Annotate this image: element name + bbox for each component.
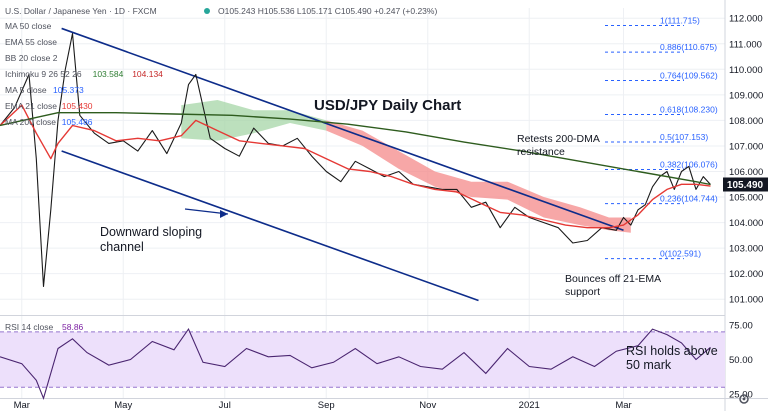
indicator-value: 105.373 — [53, 85, 84, 95]
channel-lower-line — [61, 150, 479, 302]
rsi-tick-label: 75.00 — [729, 320, 753, 331]
annotation-rsi-line-2: 50 mark — [626, 358, 672, 372]
price-tick-label: 102.000 — [729, 269, 763, 280]
price-tick-label: 105.000 — [729, 193, 763, 204]
price-tick-label: 103.000 — [729, 244, 763, 255]
rsi-line — [0, 327, 711, 400]
time-tick-label: Jul — [219, 400, 231, 411]
price-axis[interactable]: 101.000 102.000 103.000 104.000 105.000 106.0… — [724, 0, 763, 411]
time-tick-label: Mar — [615, 400, 631, 411]
price-tick-label: 101.000 — [729, 295, 763, 306]
fib-label: 0.886(110.675) — [660, 42, 717, 52]
channel-arrow-head-icon — [220, 210, 228, 218]
indicator-value: 105.486 — [62, 117, 93, 127]
price-tick-label: 109.000 — [729, 90, 763, 101]
time-tick-label: Sep — [318, 400, 335, 411]
fib-label: 0.5(107.153) — [660, 132, 708, 142]
time-tick-label: Mar — [14, 400, 30, 411]
fib-label: 0(102.591) — [660, 249, 701, 259]
price-tick-label: 110.000 — [729, 65, 763, 76]
rsi-tick-label: 25.00 — [729, 390, 753, 401]
indicator-label: EMA 21 close — [5, 101, 57, 111]
annotation-support-line-2: support — [565, 286, 600, 298]
indicator-label: Ichimoku 9 26 52 26 — [5, 69, 82, 79]
rsi-band — [0, 331, 725, 388]
chart-header: U.S. Dollar / Japanese Yen · 1D · FXCM O… — [5, 6, 437, 16]
series-ema-21 — [0, 104, 711, 229]
indicator-legend: MA 50 close EMA 55 close BB 20 close 2 Ichi… — [5, 21, 163, 127]
downward-channel — [61, 27, 624, 302]
fib-label: 0.236(104.744) — [660, 194, 718, 204]
indicator-label: MA 5 close — [5, 85, 47, 95]
indicator-value: 105.430 — [62, 101, 93, 111]
series-usd-jpy — [0, 32, 711, 288]
time-tick-label: 2021 — [519, 400, 540, 411]
indicator-label: MA 200 close — [5, 117, 56, 127]
last-price-value: 105.490 — [727, 180, 764, 191]
price-tick-label: 106.000 — [729, 167, 763, 178]
annotation-support-line-1: Bounces off 21-EMA — [565, 273, 661, 285]
annotation-rsi-line-1: RSI holds above — [626, 344, 718, 358]
fib-label: 0.618(108.230) — [660, 105, 718, 115]
annotation-resistance-line-2: resistance — [517, 146, 565, 158]
indicator-label: MA 50 close — [5, 21, 52, 31]
price-tick-label: 108.000 — [729, 116, 763, 127]
last-price-badge: 105.490 — [723, 177, 768, 192]
annotation-resistance-line-1: Retests 200-DMA — [517, 133, 600, 145]
symbol-title: U.S. Dollar / Japanese Yen · 1D · FXCM — [5, 6, 157, 16]
price-tick-label: 107.000 — [729, 141, 763, 152]
fib-label: 0.382(106.076) — [660, 160, 718, 170]
rsi-pane: 25.00 50.00 75.00 — [0, 320, 753, 401]
rsi-title: RSI 14 close — [5, 322, 53, 332]
fibonacci-levels: 1(111.715) 0.886(110.675) 0.764(109.562) 0.… — [605, 15, 718, 260]
rsi-value: 58.86 — [62, 322, 84, 332]
series-ma-200 — [0, 111, 711, 186]
annotation-channel-line-1: Downward sloping — [100, 225, 202, 239]
price-tick-label: 112.000 — [729, 14, 763, 25]
rsi-tick-label: 50.00 — [729, 355, 753, 366]
chart-title: USD/JPY Daily Chart — [314, 97, 461, 114]
ohlc-readout: O105.243 H105.536 L105.171 C105.490 +0.2… — [218, 6, 437, 16]
fib-label: 0.764(109.562) — [660, 71, 718, 81]
indicator-label: BB 20 close 2 — [5, 53, 58, 63]
eye-icon[interactable] — [204, 8, 210, 14]
time-axis[interactable]: Mar May Jul Sep Nov 2021 Mar — [0, 398, 768, 411]
indicator-value: 104.134 — [132, 69, 163, 79]
price-tick-label: 104.000 — [729, 218, 763, 229]
fib-label: 1(111.715) — [660, 15, 700, 25]
indicator-label: EMA 55 close — [5, 37, 57, 47]
price-series — [0, 32, 711, 288]
settings-gear-icon[interactable] — [739, 394, 749, 404]
channel-upper-line — [61, 27, 624, 232]
annotation-channel-line-2: channel — [100, 240, 144, 254]
price-tick-label: 111.000 — [729, 39, 762, 50]
time-tick-label: Nov — [419, 400, 436, 411]
indicator-value: 103.584 — [93, 69, 124, 79]
time-tick-label: May — [114, 400, 132, 411]
